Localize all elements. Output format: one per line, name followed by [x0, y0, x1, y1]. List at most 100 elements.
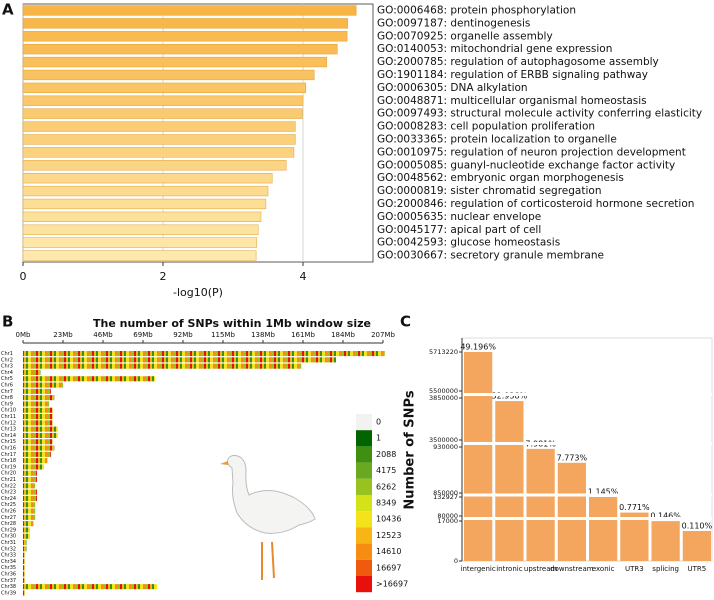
legend-swatch	[356, 511, 372, 528]
legend-label: 14610	[376, 547, 401, 556]
x-tick-label: intergenic	[461, 565, 496, 573]
chromosome-bar	[23, 502, 36, 508]
chromosome-bar	[23, 552, 25, 558]
chromosome-bar	[23, 432, 58, 438]
chromosome-label: Chr10	[1, 408, 16, 414]
x-tick-label: intronic	[496, 565, 523, 573]
legend-label: >16697	[376, 580, 408, 589]
bar	[620, 512, 649, 561]
chromosome-label: Chr37	[1, 578, 16, 584]
chromosome-bar	[23, 558, 25, 564]
category-label: GO:0005635: nuclear envelope	[377, 211, 541, 223]
chromosome-bar	[23, 540, 27, 546]
x-tick-label: 2	[160, 270, 167, 283]
chromosome-bar	[23, 470, 37, 476]
chromosome-bar	[23, 426, 58, 432]
x-tick-label: splicing	[652, 565, 679, 573]
panel-label: A	[2, 1, 14, 19]
value-label: 49.196%	[460, 343, 496, 352]
axis-break	[462, 493, 712, 497]
chromosome-label: Chr16	[1, 446, 16, 452]
x-tick-label: downstream	[550, 565, 594, 573]
legend-label: 1	[376, 434, 381, 443]
value-label: 7.773%	[557, 453, 588, 462]
chromosome-bar	[23, 414, 53, 420]
y-tick-label: 3500000	[429, 436, 458, 444]
category-label: GO:0097493: structural molecule activity…	[377, 108, 702, 120]
chromosome-bar	[23, 445, 55, 451]
chromosome-label: Chr18	[1, 458, 16, 464]
chromosome-bar	[23, 363, 302, 369]
y-tick-label: 3850000	[429, 394, 458, 402]
category-label: GO:0070925: organelle assembly	[377, 30, 553, 42]
panel-label: C	[400, 313, 411, 331]
x-tick-label: upstream	[524, 565, 558, 573]
chromosome-bar	[23, 571, 25, 577]
bar	[22, 147, 295, 158]
x-tick-label: exonic	[592, 565, 615, 573]
chromosome-label: Chr36	[1, 572, 16, 578]
x-tick-label: 207Mb	[371, 331, 395, 339]
chromosome-label: Chr15	[1, 439, 16, 445]
chromosome-label: Chr6	[1, 383, 13, 389]
legend-label: 12523	[376, 531, 401, 540]
chromosome-label: Chr4	[1, 370, 13, 376]
chromosome-bar	[23, 451, 51, 457]
x-tick-label: 23Mb	[53, 331, 73, 339]
axis-break	[462, 393, 712, 396]
x-tick-label: UTR5	[688, 565, 707, 573]
bar	[495, 401, 524, 561]
legend-swatch	[356, 543, 372, 560]
chromosome-bar	[23, 546, 27, 552]
x-tick-label: 0Mb	[16, 331, 31, 339]
category-label: GO:0048871: multicellular organismal hom…	[377, 95, 647, 107]
bar	[22, 108, 303, 119]
chromosome-label: Chr5	[1, 376, 13, 382]
y-tick-label: 5500000	[429, 387, 458, 395]
category-label: GO:1901184: regulation of ERBB signaling…	[377, 69, 648, 81]
category-label: GO:0048562: embryonic organ morphogenesi…	[377, 172, 624, 184]
chromosome-bar	[23, 514, 36, 520]
x-axis-label: -log10(P)	[173, 286, 223, 299]
chromosome-bar	[23, 388, 51, 394]
category-label: GO:0045177: apical part of cell	[377, 224, 541, 236]
chromosome-label: Chr39	[1, 590, 16, 596]
y-tick-label: 80000	[437, 512, 458, 520]
x-tick-label: 115Mb	[211, 331, 235, 339]
bar	[22, 121, 296, 132]
chromosome-label: Chr2	[1, 357, 13, 363]
bar	[682, 530, 711, 561]
chromosome-bar	[23, 495, 37, 501]
chromosome-bar	[23, 439, 53, 445]
x-tick-label: 161Mb	[291, 331, 315, 339]
bar	[22, 134, 296, 145]
axis-break	[462, 517, 712, 520]
y-tick-label: 850000	[433, 489, 458, 497]
chromosome-label: Chr29	[1, 527, 16, 533]
x-tick-label: 184Mb	[331, 331, 355, 339]
category-label: GO:0006305: DNA alkylation	[377, 82, 528, 94]
chromosome-bar	[23, 376, 156, 382]
bar	[22, 160, 287, 171]
chromosome-bar	[23, 458, 48, 464]
chromosome-bar	[23, 382, 63, 388]
chromosome-bar	[23, 407, 53, 413]
bar	[22, 211, 262, 223]
category-label: GO:0030667: secretory granule membrane	[377, 250, 604, 262]
bar	[22, 43, 338, 55]
chromosome-label: Chr34	[1, 559, 16, 565]
bar	[22, 198, 267, 210]
bar	[22, 185, 269, 197]
legend-swatch	[356, 576, 372, 593]
chromosome-label: Chr9	[1, 401, 13, 407]
chromosome-bar	[23, 527, 30, 533]
x-tick-label: 138Mb	[251, 331, 275, 339]
goose	[220, 454, 316, 580]
category-label: GO:0097187: dentinogenesis	[377, 17, 530, 29]
value-label: 0.110%	[682, 521, 713, 530]
x-tick-label: UTR3	[625, 565, 644, 573]
bar	[22, 172, 273, 184]
chromosome-bar	[23, 483, 36, 489]
legend-label: 4175	[376, 466, 396, 475]
bar	[22, 18, 349, 29]
